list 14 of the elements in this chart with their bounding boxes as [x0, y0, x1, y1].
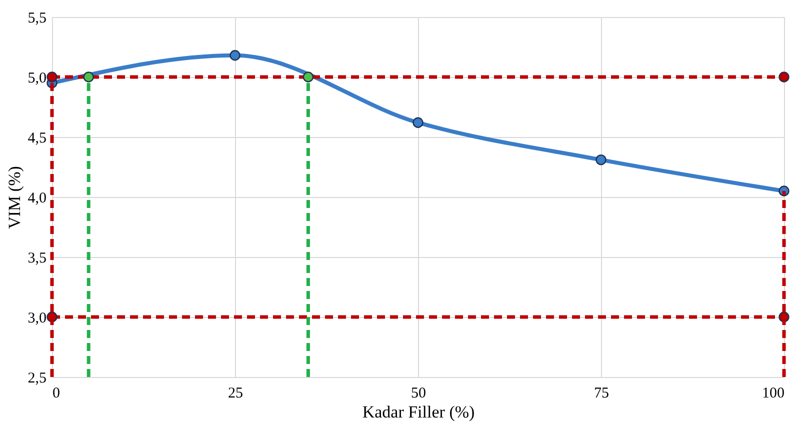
y-tick-label: 3,5	[28, 250, 46, 266]
x-tick-label: 0	[52, 386, 60, 402]
x-axis-title: Kadar Filler (%)	[362, 402, 475, 422]
x-tick-label: 75	[594, 386, 609, 402]
y-axis-title: VIM (%)	[4, 166, 24, 229]
y-tick-label: 2,5	[28, 370, 46, 386]
y-tick-label: 5,5	[28, 10, 46, 26]
y-tick-label: 3,0	[28, 310, 46, 326]
x-tick-label: 100	[762, 386, 784, 402]
x-tick-label: 25	[228, 386, 243, 402]
y-tick-label: 4,0	[28, 190, 46, 206]
y-tick-label: 4,5	[28, 130, 46, 146]
x-tick-label: 50	[411, 386, 426, 402]
y-tick-label: 5,0	[28, 70, 46, 86]
